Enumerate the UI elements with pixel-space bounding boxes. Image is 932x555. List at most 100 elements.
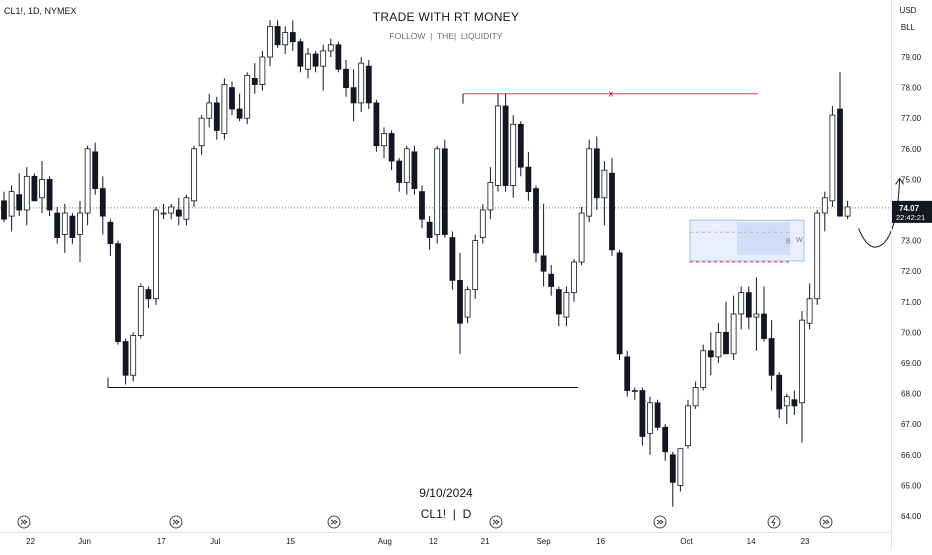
candle[interactable] — [563, 286, 570, 327]
candle[interactable] — [571, 258, 577, 302]
candle[interactable] — [609, 157, 615, 256]
candle[interactable] — [221, 78, 228, 140]
candle[interactable] — [593, 136, 600, 210]
candle[interactable] — [213, 96, 220, 140]
candle[interactable] — [206, 93, 213, 128]
candle[interactable] — [16, 173, 23, 217]
candle[interactable] — [130, 332, 137, 382]
candle[interactable] — [639, 387, 646, 446]
candle[interactable] — [115, 240, 121, 345]
candle[interactable] — [267, 20, 273, 67]
candle[interactable] — [358, 57, 365, 113]
candle[interactable] — [776, 372, 783, 419]
candle[interactable] — [388, 130, 395, 171]
economic-event-icon[interactable] — [819, 515, 833, 529]
candle[interactable] — [715, 323, 722, 363]
candle[interactable] — [289, 20, 296, 51]
candle[interactable] — [654, 399, 661, 431]
candle[interactable] — [677, 448, 684, 492]
candle[interactable] — [495, 93, 501, 192]
candle[interactable] — [145, 286, 152, 308]
candle[interactable] — [160, 203, 167, 220]
candle[interactable] — [601, 161, 608, 226]
candle[interactable] — [457, 252, 463, 354]
candle[interactable] — [274, 20, 281, 48]
candle[interactable] — [753, 277, 760, 351]
candle[interactable] — [77, 200, 83, 263]
candle[interactable] — [844, 200, 851, 220]
economic-event-icon[interactable] — [489, 515, 503, 529]
candle[interactable] — [312, 50, 319, 73]
candle[interactable] — [692, 381, 699, 409]
candle[interactable] — [540, 203, 547, 287]
candle[interactable] — [806, 283, 813, 330]
candle[interactable] — [137, 283, 144, 339]
candle[interactable] — [525, 151, 532, 201]
economic-event-icon[interactable] — [327, 515, 341, 529]
candle[interactable] — [821, 191, 828, 232]
candle[interactable] — [434, 145, 441, 244]
candle[interactable] — [350, 69, 357, 122]
candle[interactable] — [723, 301, 729, 355]
candle[interactable] — [259, 50, 266, 91]
candle[interactable] — [419, 185, 425, 229]
candle[interactable] — [305, 47, 311, 79]
candle[interactable] — [631, 387, 638, 400]
candle[interactable] — [282, 26, 289, 54]
candle[interactable] — [791, 390, 798, 416]
candle[interactable] — [396, 157, 403, 192]
candle[interactable] — [707, 332, 714, 376]
candle[interactable] — [510, 115, 517, 198]
candle[interactable] — [403, 145, 410, 195]
candle[interactable] — [343, 60, 349, 97]
candle[interactable] — [647, 396, 653, 455]
candle[interactable] — [768, 320, 775, 391]
candle[interactable] — [183, 194, 190, 226]
economic-event-icon[interactable] — [17, 515, 31, 529]
candle[interactable] — [441, 139, 448, 238]
candle[interactable] — [464, 286, 471, 324]
unit-button[interactable]: BLL — [900, 23, 916, 32]
candle[interactable] — [533, 185, 539, 263]
candle[interactable] — [662, 424, 669, 461]
candle[interactable] — [449, 231, 456, 290]
candle[interactable] — [502, 93, 509, 192]
candle[interactable] — [426, 216, 433, 250]
candle[interactable] — [548, 265, 555, 296]
candle[interactable] — [761, 286, 767, 342]
candle[interactable] — [730, 295, 737, 360]
candle[interactable] — [107, 219, 114, 256]
candle[interactable] — [61, 203, 68, 253]
candle[interactable] — [814, 210, 821, 305]
candle[interactable] — [320, 44, 327, 91]
candle[interactable] — [616, 249, 623, 360]
candle[interactable] — [198, 115, 205, 155]
candle[interactable] — [23, 167, 30, 226]
candle[interactable] — [251, 63, 258, 94]
candle[interactable] — [586, 139, 593, 223]
candle[interactable] — [700, 344, 707, 391]
candle[interactable] — [31, 173, 38, 202]
candle[interactable] — [829, 105, 836, 207]
candle[interactable] — [92, 142, 99, 195]
candle[interactable] — [578, 206, 585, 266]
candle[interactable] — [479, 203, 486, 244]
candle[interactable] — [624, 350, 631, 397]
candle[interactable] — [191, 145, 197, 207]
candle[interactable] — [99, 176, 106, 235]
candle[interactable] — [335, 41, 342, 73]
currency-button[interactable]: USD — [899, 6, 917, 15]
candle[interactable] — [669, 451, 676, 507]
candle[interactable] — [738, 286, 745, 330]
candle[interactable] — [799, 310, 805, 443]
candle[interactable] — [244, 72, 251, 125]
candle[interactable] — [487, 167, 494, 220]
candle[interactable] — [168, 203, 175, 220]
candle[interactable] — [39, 161, 45, 214]
candle[interactable] — [229, 81, 235, 116]
economic-event-icon[interactable] — [169, 515, 183, 529]
candle[interactable] — [8, 185, 15, 232]
candle[interactable] — [327, 38, 334, 57]
